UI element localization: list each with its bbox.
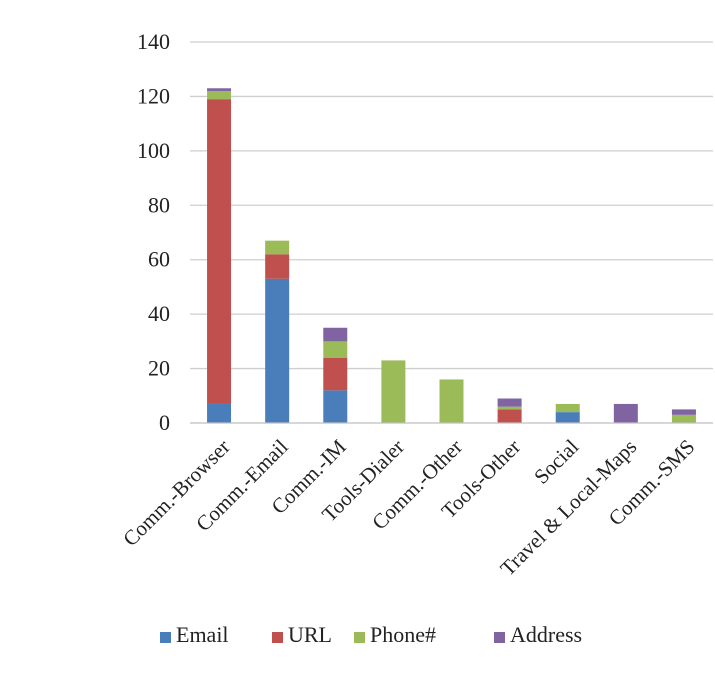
bar-segment-address: [207, 88, 232, 91]
bar-segment-email: [265, 278, 290, 423]
bar-segment-phone-: [265, 240, 290, 255]
bar-segment-address: [613, 403, 638, 423]
bar-segment-url: [265, 254, 290, 279]
bar-segment-url: [497, 409, 522, 423]
bar-segment-url: [323, 357, 348, 391]
y-tick-label: 80: [148, 192, 170, 217]
bar-segment-phone-: [497, 406, 522, 410]
y-tick-labels: 0 20 40 60 80 100 120 140: [137, 29, 170, 435]
y-tick-label: 120: [137, 83, 170, 108]
bar-segment-email: [323, 390, 348, 423]
bar-segment-phone-: [439, 379, 464, 423]
y-tick-label: 40: [148, 301, 170, 326]
x-category-labels: Comm.-BrowserComm.-EmailComm.-IMTools-Di…: [118, 434, 699, 580]
legend-label: URL: [288, 622, 332, 647]
bar-segment-phone-: [555, 403, 580, 413]
legend-swatch: [494, 632, 505, 643]
legend-swatch: [272, 632, 283, 643]
bar-segment-address: [323, 327, 348, 342]
y-tick-label: 20: [148, 356, 170, 381]
x-category-label: Social: [529, 434, 583, 488]
bar-segment-email: [207, 403, 232, 423]
bar-segment-address: [497, 398, 522, 407]
legend-swatch: [354, 632, 365, 643]
legend-label: Email: [176, 622, 229, 647]
bars: [207, 88, 696, 423]
y-tick-label: 140: [137, 29, 170, 54]
y-tick-label: 60: [148, 247, 170, 272]
y-tick-label: 0: [159, 410, 170, 435]
bar-segment-phone-: [323, 341, 348, 358]
bar-segment-phone-: [671, 414, 696, 423]
y-tick-label: 100: [137, 138, 170, 163]
legend: Email URL Phone# Address: [160, 622, 582, 647]
bar-segment-phone-: [207, 90, 232, 100]
legend-swatch: [160, 632, 171, 643]
legend-label: Address: [510, 622, 582, 647]
legend-label: Phone#: [370, 622, 436, 647]
bar-segment-phone-: [381, 360, 406, 423]
bar-segment-url: [207, 99, 232, 404]
bar-segment-email: [555, 412, 580, 423]
bar-segment-address: [671, 409, 696, 415]
